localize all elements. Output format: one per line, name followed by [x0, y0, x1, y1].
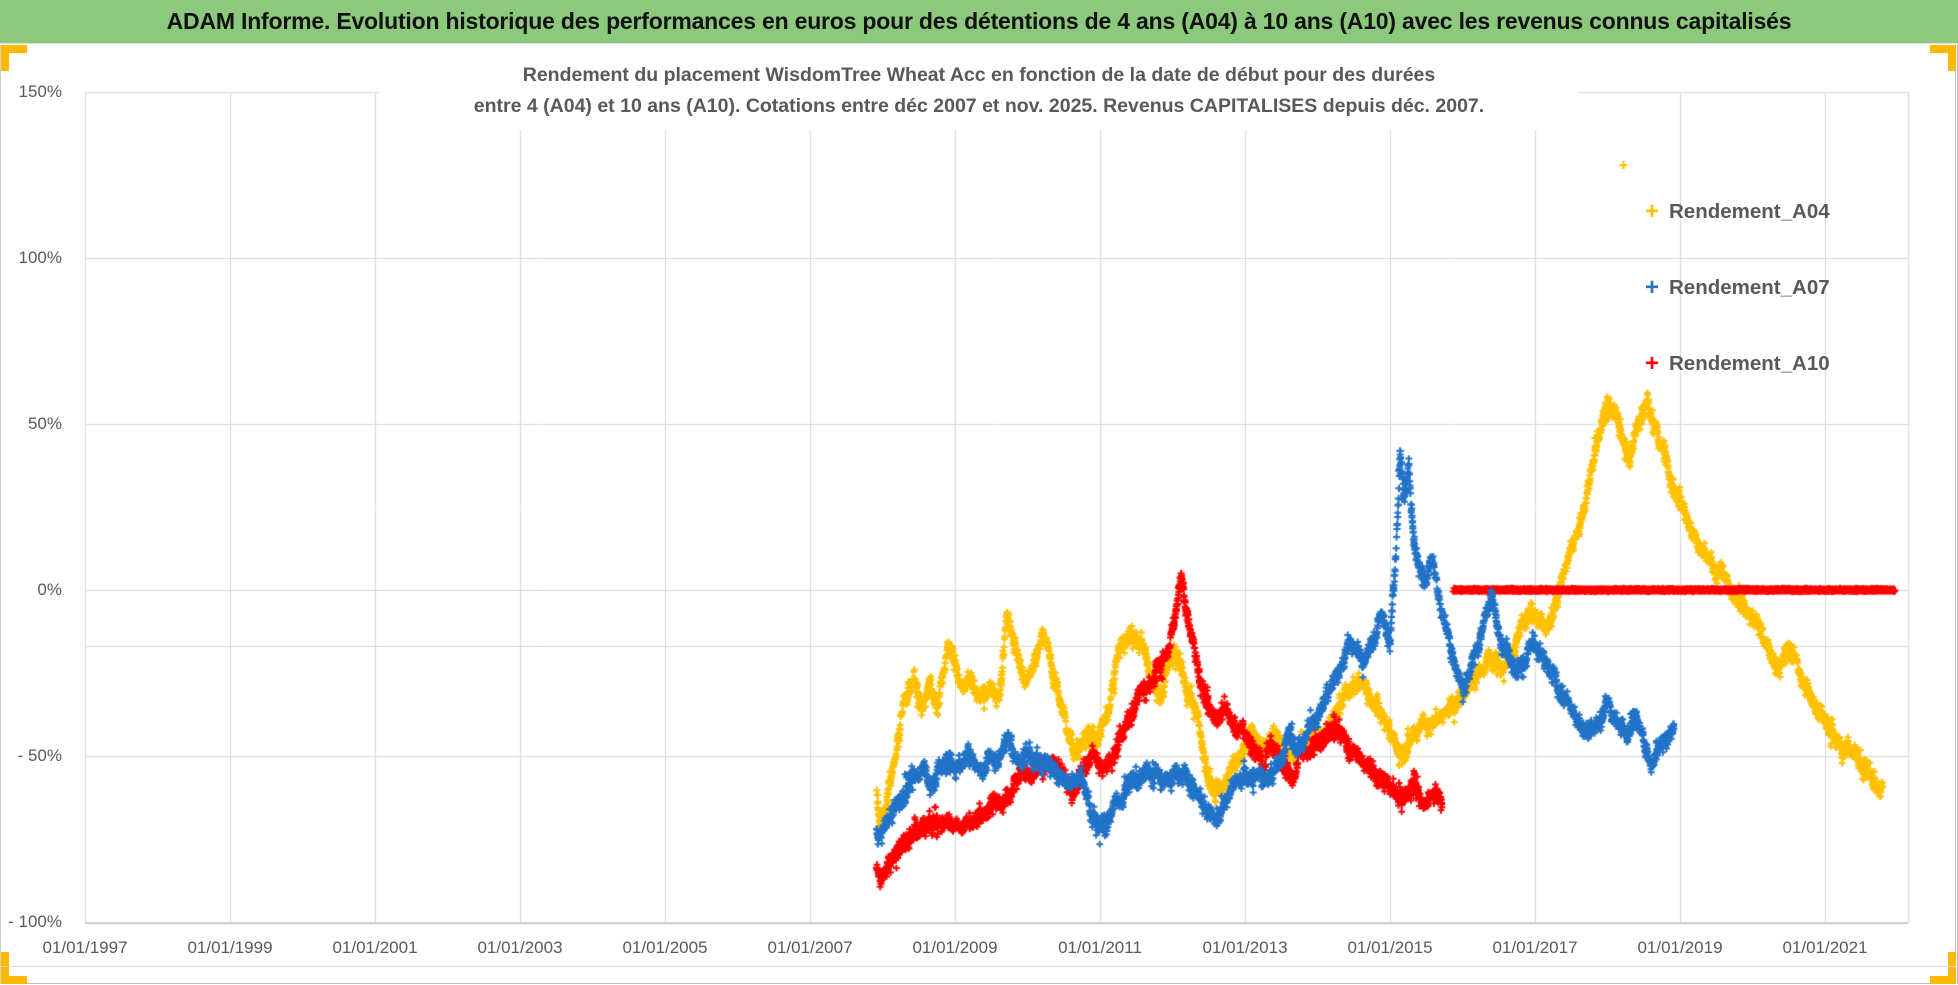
legend-label: Rendement_A04: [1669, 200, 1830, 223]
y-tick-label: 100%: [18, 248, 62, 267]
x-tick-label: 01/01/2001: [332, 938, 418, 957]
x-tick-label: 01/01/2017: [1492, 938, 1578, 957]
x-tick-label: 01/01/2021: [1782, 938, 1868, 957]
chart-title-line2: entre 4 (A04) et 10 ans (A10). Cotations…: [473, 95, 1485, 117]
y-tick-label: - 100%: [8, 912, 62, 931]
x-tick-label: 01/01/1997: [42, 938, 128, 957]
x-tick-label: 01/01/2007: [767, 938, 853, 957]
plus-marker-icon: +: [1645, 198, 1660, 225]
x-tick-label: 01/01/2019: [1637, 938, 1723, 957]
plus-marker-icon: +: [1645, 274, 1660, 301]
chart-title: Rendement du placement WisdomTree Wheat …: [379, 60, 1579, 130]
plus-marker-icon: +: [1645, 350, 1660, 377]
legend-label: Rendement_A10: [1669, 352, 1830, 375]
y-tick-label: 0%: [37, 580, 62, 599]
x-tick-label: 01/01/2003: [477, 938, 563, 957]
x-tick-label: 01/01/2011: [1058, 938, 1142, 957]
legend-item-a10[interactable]: + Rendement_A10: [1645, 350, 1830, 378]
x-tick-label: 01/01/2009: [912, 938, 998, 957]
x-tick-label: 01/01/2005: [622, 938, 708, 957]
legend-item-a04[interactable]: + Rendement_A04: [1645, 198, 1830, 226]
legend-label: Rendement_A07: [1669, 276, 1830, 299]
bottom-divider: [0, 966, 1958, 967]
chart-title-line1: Rendement du placement WisdomTree Wheat …: [522, 64, 1436, 86]
y-tick-label: - 50%: [17, 746, 62, 765]
y-tick-label: 50%: [27, 414, 62, 433]
x-tick-label: 01/01/2013: [1202, 938, 1288, 957]
legend-item-a07[interactable]: + Rendement_A07: [1645, 274, 1830, 302]
y-tick-label: 150%: [18, 82, 62, 101]
x-tick-label: 01/01/2015: [1347, 938, 1433, 957]
x-tick-label: 01/01/1999: [187, 938, 273, 957]
